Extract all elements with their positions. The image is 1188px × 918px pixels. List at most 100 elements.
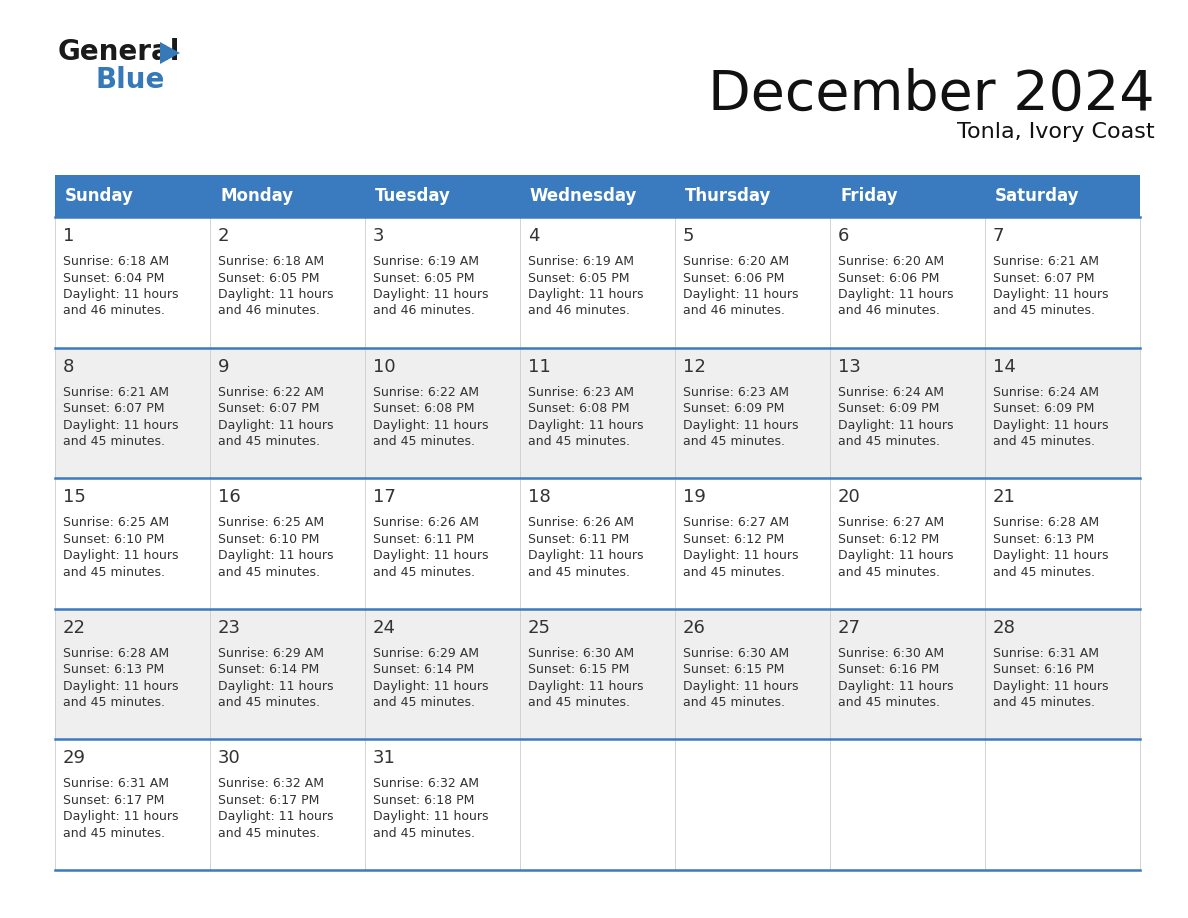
Text: Daylight: 11 hours: Daylight: 11 hours (993, 419, 1108, 431)
Text: and 45 minutes.: and 45 minutes. (993, 565, 1095, 578)
Text: and 45 minutes.: and 45 minutes. (683, 565, 785, 578)
Text: Daylight: 11 hours: Daylight: 11 hours (838, 288, 954, 301)
Text: Sunrise: 6:27 AM: Sunrise: 6:27 AM (683, 516, 789, 529)
Text: and 46 minutes.: and 46 minutes. (683, 305, 785, 318)
Text: Sunrise: 6:24 AM: Sunrise: 6:24 AM (993, 386, 1099, 398)
Text: Daylight: 11 hours: Daylight: 11 hours (527, 549, 644, 562)
Text: Sunrise: 6:25 AM: Sunrise: 6:25 AM (219, 516, 324, 529)
Text: Sunset: 6:06 PM: Sunset: 6:06 PM (683, 272, 784, 285)
Text: and 45 minutes.: and 45 minutes. (993, 305, 1095, 318)
Text: and 45 minutes.: and 45 minutes. (683, 435, 785, 448)
Text: Daylight: 11 hours: Daylight: 11 hours (993, 549, 1108, 562)
Text: 28: 28 (993, 619, 1016, 637)
Text: Daylight: 11 hours: Daylight: 11 hours (219, 419, 334, 431)
Text: and 45 minutes.: and 45 minutes. (838, 696, 940, 710)
Text: Friday: Friday (840, 187, 898, 205)
Text: Sunset: 6:12 PM: Sunset: 6:12 PM (838, 532, 940, 545)
Text: and 45 minutes.: and 45 minutes. (993, 435, 1095, 448)
Text: Daylight: 11 hours: Daylight: 11 hours (63, 680, 178, 693)
Text: Tonla, Ivory Coast: Tonla, Ivory Coast (958, 122, 1155, 142)
Text: Daylight: 11 hours: Daylight: 11 hours (63, 419, 178, 431)
Text: and 46 minutes.: and 46 minutes. (527, 305, 630, 318)
Text: Daylight: 11 hours: Daylight: 11 hours (219, 811, 334, 823)
Text: Sunset: 6:10 PM: Sunset: 6:10 PM (219, 532, 320, 545)
Text: Sunset: 6:14 PM: Sunset: 6:14 PM (219, 664, 320, 677)
Text: Sunrise: 6:22 AM: Sunrise: 6:22 AM (219, 386, 324, 398)
Text: 2: 2 (219, 227, 229, 245)
Text: Daylight: 11 hours: Daylight: 11 hours (373, 680, 488, 693)
Text: Sunrise: 6:18 AM: Sunrise: 6:18 AM (63, 255, 169, 268)
Text: Sunset: 6:14 PM: Sunset: 6:14 PM (373, 664, 474, 677)
Text: and 45 minutes.: and 45 minutes. (219, 696, 320, 710)
Text: Sunrise: 6:29 AM: Sunrise: 6:29 AM (373, 647, 479, 660)
Bar (55, 478, 1140, 609)
Text: Sunset: 6:11 PM: Sunset: 6:11 PM (527, 532, 630, 545)
Text: 22: 22 (63, 619, 86, 637)
Text: Daylight: 11 hours: Daylight: 11 hours (993, 288, 1108, 301)
Text: Daylight: 11 hours: Daylight: 11 hours (683, 288, 798, 301)
Text: 17: 17 (373, 488, 396, 506)
Text: and 46 minutes.: and 46 minutes. (219, 305, 320, 318)
Text: Sunrise: 6:32 AM: Sunrise: 6:32 AM (219, 778, 324, 790)
Text: Wednesday: Wednesday (530, 187, 638, 205)
Text: Sunset: 6:07 PM: Sunset: 6:07 PM (219, 402, 320, 415)
Text: Daylight: 11 hours: Daylight: 11 hours (527, 419, 644, 431)
Text: 31: 31 (373, 749, 396, 767)
Text: Sunset: 6:08 PM: Sunset: 6:08 PM (527, 402, 630, 415)
Text: Sunrise: 6:23 AM: Sunrise: 6:23 AM (683, 386, 789, 398)
Text: Sunrise: 6:30 AM: Sunrise: 6:30 AM (683, 647, 789, 660)
Text: Saturday: Saturday (996, 187, 1080, 205)
Text: Sunset: 6:13 PM: Sunset: 6:13 PM (993, 532, 1094, 545)
Bar (55, 348, 1140, 478)
Text: 23: 23 (219, 619, 241, 637)
Text: 1: 1 (63, 227, 75, 245)
Text: Sunset: 6:13 PM: Sunset: 6:13 PM (63, 664, 164, 677)
Text: Tuesday: Tuesday (375, 187, 451, 205)
Text: Sunrise: 6:20 AM: Sunrise: 6:20 AM (838, 255, 944, 268)
Text: 9: 9 (219, 358, 229, 375)
Text: and 46 minutes.: and 46 minutes. (373, 305, 475, 318)
Text: 10: 10 (373, 358, 396, 375)
Text: Sunrise: 6:18 AM: Sunrise: 6:18 AM (219, 255, 324, 268)
Text: Sunset: 6:16 PM: Sunset: 6:16 PM (838, 664, 940, 677)
Text: and 45 minutes.: and 45 minutes. (527, 435, 630, 448)
Polygon shape (160, 42, 181, 64)
Text: Sunrise: 6:28 AM: Sunrise: 6:28 AM (993, 516, 1099, 529)
Text: Sunrise: 6:19 AM: Sunrise: 6:19 AM (373, 255, 479, 268)
Text: Sunset: 6:04 PM: Sunset: 6:04 PM (63, 272, 164, 285)
Text: 11: 11 (527, 358, 551, 375)
Text: and 45 minutes.: and 45 minutes. (63, 696, 165, 710)
Text: Sunday: Sunday (65, 187, 134, 205)
Text: Sunset: 6:15 PM: Sunset: 6:15 PM (527, 664, 630, 677)
Text: Sunset: 6:17 PM: Sunset: 6:17 PM (219, 794, 320, 807)
Text: Daylight: 11 hours: Daylight: 11 hours (219, 680, 334, 693)
Text: 16: 16 (219, 488, 241, 506)
Text: and 45 minutes.: and 45 minutes. (683, 696, 785, 710)
Text: 13: 13 (838, 358, 861, 375)
Text: Sunrise: 6:21 AM: Sunrise: 6:21 AM (63, 386, 169, 398)
Text: Daylight: 11 hours: Daylight: 11 hours (373, 811, 488, 823)
Text: 5: 5 (683, 227, 695, 245)
Text: and 46 minutes.: and 46 minutes. (838, 305, 940, 318)
Text: Sunrise: 6:28 AM: Sunrise: 6:28 AM (63, 647, 169, 660)
Text: Sunset: 6:16 PM: Sunset: 6:16 PM (993, 664, 1094, 677)
Text: Sunset: 6:10 PM: Sunset: 6:10 PM (63, 532, 164, 545)
Text: 15: 15 (63, 488, 86, 506)
Text: 26: 26 (683, 619, 706, 637)
Text: Daylight: 11 hours: Daylight: 11 hours (683, 549, 798, 562)
Text: Sunrise: 6:30 AM: Sunrise: 6:30 AM (838, 647, 944, 660)
Text: Sunset: 6:09 PM: Sunset: 6:09 PM (838, 402, 940, 415)
Text: and 45 minutes.: and 45 minutes. (373, 696, 475, 710)
Bar (55, 217, 1140, 348)
Text: Sunset: 6:18 PM: Sunset: 6:18 PM (373, 794, 474, 807)
Text: Daylight: 11 hours: Daylight: 11 hours (527, 680, 644, 693)
Text: Sunset: 6:07 PM: Sunset: 6:07 PM (993, 272, 1094, 285)
Text: Sunset: 6:05 PM: Sunset: 6:05 PM (373, 272, 474, 285)
Text: Sunrise: 6:24 AM: Sunrise: 6:24 AM (838, 386, 944, 398)
Text: Daylight: 11 hours: Daylight: 11 hours (683, 419, 798, 431)
Text: and 45 minutes.: and 45 minutes. (993, 696, 1095, 710)
Text: Daylight: 11 hours: Daylight: 11 hours (527, 288, 644, 301)
Text: Sunset: 6:12 PM: Sunset: 6:12 PM (683, 532, 784, 545)
Text: Sunrise: 6:32 AM: Sunrise: 6:32 AM (373, 778, 479, 790)
Text: Daylight: 11 hours: Daylight: 11 hours (838, 549, 954, 562)
